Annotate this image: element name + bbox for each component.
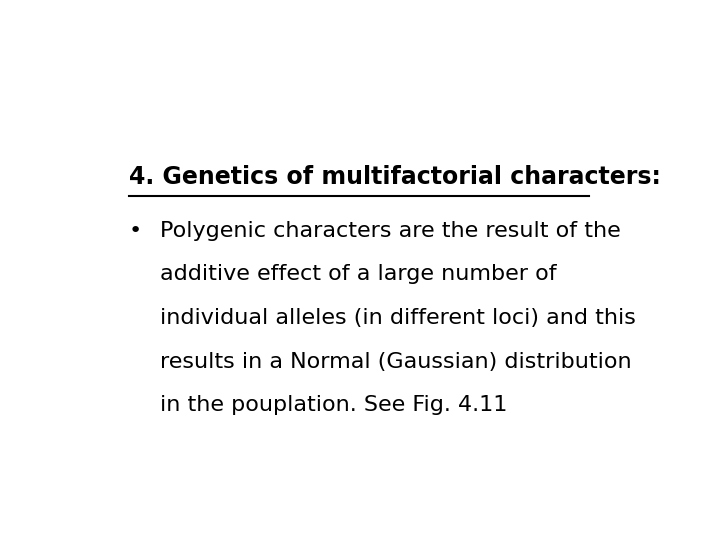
Text: 4. Genetics of multifactorial characters:: 4. Genetics of multifactorial characters… xyxy=(129,165,661,188)
Text: Polygenic characters are the result of the: Polygenic characters are the result of t… xyxy=(160,221,621,241)
Text: •: • xyxy=(129,221,143,241)
Text: results in a Normal (Gaussian) distribution: results in a Normal (Gaussian) distribut… xyxy=(160,352,631,372)
Text: additive effect of a large number of: additive effect of a large number of xyxy=(160,265,557,285)
Text: individual alleles (in different loci) and this: individual alleles (in different loci) a… xyxy=(160,308,636,328)
Text: in the pouplation. See Fig. 4.11: in the pouplation. See Fig. 4.11 xyxy=(160,395,507,415)
